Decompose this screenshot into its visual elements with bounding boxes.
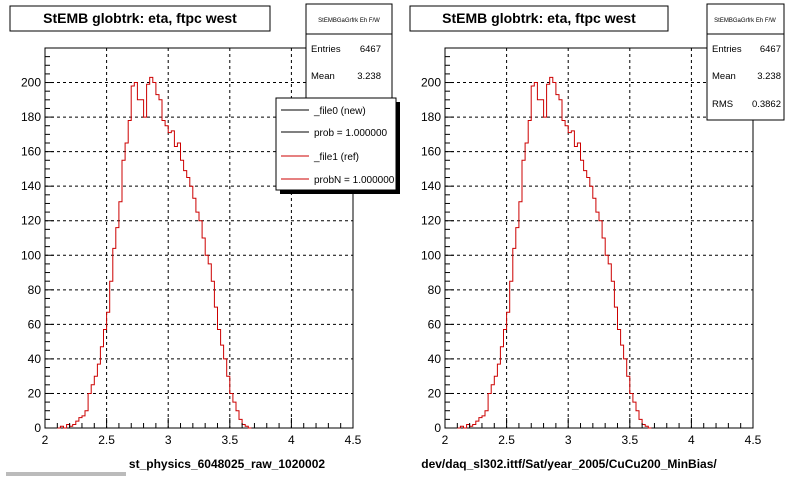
y-tick-label: 60: [28, 317, 42, 331]
x-tick-label: 2: [442, 433, 449, 447]
left-title-box: [9, 5, 271, 32]
x-tick-label: 2.5: [498, 433, 515, 447]
right-stats-box: [706, 3, 785, 121]
x-tick-label: 2: [42, 433, 49, 447]
footer-timestamp-mark: [6, 472, 126, 476]
left-y-axis: 0 20 40 60 80 100 120 140 160 180 200: [21, 56, 54, 435]
right-x-axis: 2 2.5 3 3.5 4 4.5: [442, 418, 762, 447]
right-stats-mean-value: 3.238: [757, 71, 781, 82]
left-stats-box: [305, 3, 393, 99]
y-tick-label: 80: [428, 283, 442, 297]
y-tick-label: 40: [28, 352, 42, 366]
right-stats-title: StEMBGaGrfrk Eh F/W: [714, 18, 776, 24]
left-legend: _file0 (new) prob = 1.000000 _file1 (ref…: [275, 97, 400, 194]
left-x-axis: 2 2.5 3 3.5 4 4.5: [42, 418, 362, 447]
legend-label-file1: _file1 (ref): [313, 152, 359, 163]
right-stats-entries-value: 6467: [760, 44, 781, 55]
x-tick-label: 3.5: [621, 433, 638, 447]
x-tick-label: 3: [165, 433, 172, 447]
y-tick-label: 160: [421, 145, 441, 159]
y-tick-label: 0: [34, 421, 41, 435]
left-x-axis-label: st_physics_6048025_raw_1020002: [129, 457, 325, 471]
y-tick-label: 140: [21, 179, 41, 193]
left-stats-title: StEMBGaGrfrk Eh F/W: [318, 18, 380, 24]
x-tick-label: 3: [565, 433, 572, 447]
y-tick-label: 20: [428, 386, 442, 400]
left-chart-title: StEMB globtrk: eta, ftpc west: [43, 10, 237, 26]
x-tick-label: 4.5: [345, 433, 362, 447]
x-tick-label: 2.5: [98, 433, 115, 447]
y-tick-label: 0: [434, 421, 441, 435]
right-stats-entries-label: Entries: [712, 44, 742, 55]
left-stats-mean-label: Mean: [311, 71, 335, 82]
legend-label-prob: prob = 1.000000: [314, 128, 388, 139]
x-tick-label: 3.5: [221, 433, 238, 447]
y-tick-label: 20: [28, 386, 42, 400]
y-tick-label: 100: [421, 248, 441, 262]
right-stats-rms-label: RMS: [712, 99, 733, 110]
right-stats-rms-value: 0.3862: [752, 99, 781, 110]
x-tick-label: 4: [288, 433, 295, 447]
x-tick-label: 4: [688, 433, 695, 447]
right-x-axis-label: dev/daq_sl302.ittf/Sat/year_2005/CuCu200…: [421, 457, 717, 471]
left-stats-mean-value: 3.238: [357, 71, 381, 82]
legend-label-probn: probN = 1.000000: [314, 175, 395, 186]
y-tick-label: 160: [21, 145, 41, 159]
y-tick-label: 40: [428, 352, 442, 366]
y-tick-label: 60: [428, 317, 442, 331]
right-y-axis: 0 20 40 60 80 100 120 140 160 180 200: [421, 56, 454, 435]
right-frame: [444, 47, 754, 429]
y-tick-label: 180: [21, 110, 41, 124]
right-title-box: [409, 5, 669, 32]
right-histogram-line: [457, 76, 652, 429]
left-stats-entries-label: Entries: [311, 44, 341, 55]
y-tick-label: 80: [28, 283, 42, 297]
y-tick-label: 120: [421, 214, 441, 228]
y-tick-label: 140: [421, 179, 441, 193]
legend-label-file0: _file0 (new): [313, 106, 366, 117]
right-panel: 2 2.5 3 3.5 4 4.5 0 20 40 60 80 100 120 140 160 180 200…: [409, 3, 785, 471]
y-tick-label: 200: [421, 76, 441, 90]
right-stats-mean-label: Mean: [712, 71, 736, 82]
left-panel: 2 2.5 3 3.5 4 4.5 0 20 40 60 80 100 120 140 160 180 200…: [9, 3, 400, 471]
y-tick-label: 120: [21, 214, 41, 228]
y-tick-label: 200: [21, 76, 41, 90]
right-chart-title: StEMB globtrk: eta, ftpc west: [442, 10, 636, 26]
x-tick-label: 4.5: [745, 433, 762, 447]
legend-box: [275, 97, 397, 191]
y-tick-label: 180: [421, 110, 441, 124]
left-stats-entries-value: 6467: [360, 44, 381, 55]
left-histogram-line: [57, 76, 252, 429]
y-tick-label: 100: [21, 248, 41, 262]
